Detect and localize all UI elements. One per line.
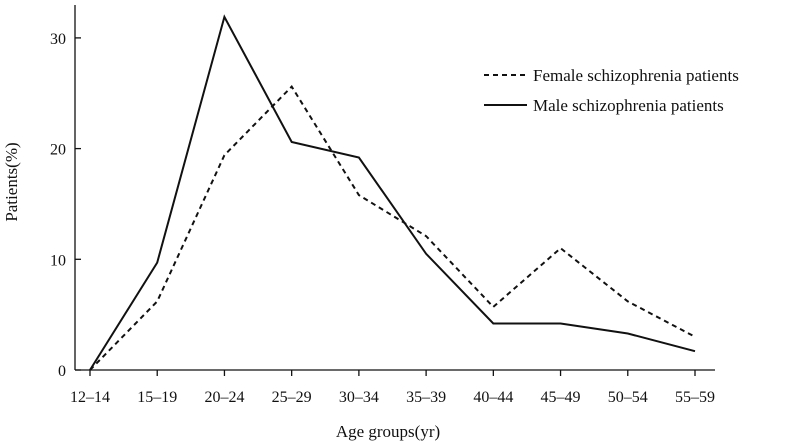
y-tick-label: 0 (58, 363, 66, 380)
series-line-male (89, 14, 696, 371)
legend-label-male: Male schizophrenia patients (533, 96, 724, 115)
x-tick-label: 45–49 (541, 389, 581, 406)
y-tick-label: 20 (50, 142, 66, 159)
x-tick-label: 50–54 (608, 389, 648, 406)
y-tick-label: 10 (50, 252, 66, 269)
x-tick-label: 15–19 (137, 389, 177, 406)
legend-label-female: Female schizophrenia patients (533, 66, 739, 85)
series-lines (89, 14, 696, 371)
x-tick-label: 30–34 (339, 389, 379, 406)
legend: Female schizophrenia patients Male schiz… (484, 66, 739, 115)
series-line-female (89, 84, 696, 371)
x-tick-label: 55–59 (675, 389, 715, 406)
y-axis-title: Patients(%) (2, 142, 21, 221)
x-ticks: 12–14 15–19 20–24 25–29 30–34 35–39 40–44 45–49… (70, 370, 715, 406)
axes (74, 5, 715, 371)
x-tick-label: 12–14 (70, 389, 110, 406)
y-ticks: 0 10 20 30 (50, 31, 81, 380)
y-tick-label: 30 (50, 31, 66, 48)
x-tick-label: 40–44 (473, 389, 513, 406)
x-tick-label: 20–24 (204, 389, 244, 406)
x-tick-label: 25–29 (272, 389, 312, 406)
x-tick-label: 35–39 (406, 389, 446, 406)
x-axis-title: Age groups(yr) (336, 422, 440, 441)
